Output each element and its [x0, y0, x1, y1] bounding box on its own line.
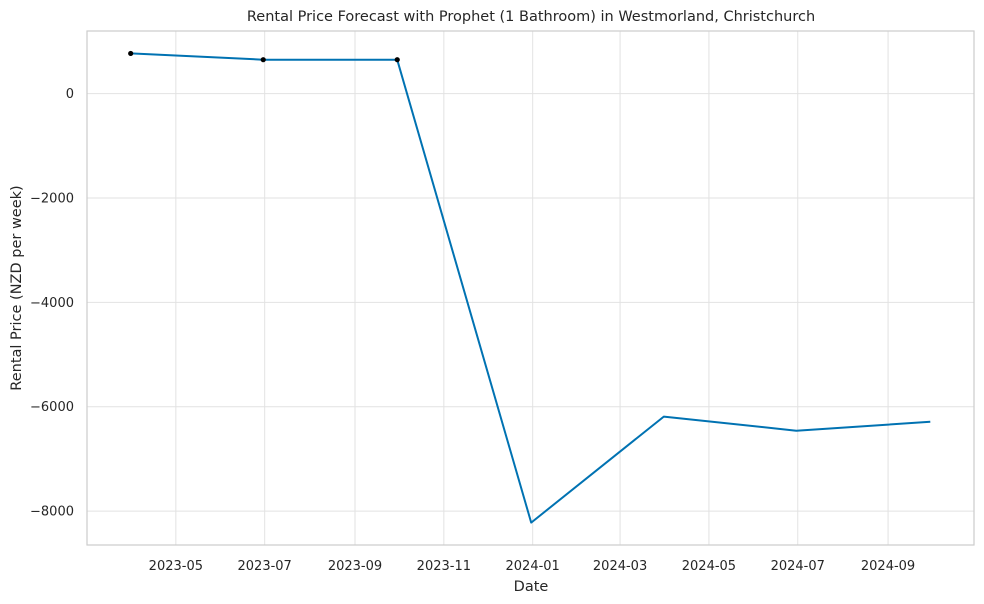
x-tick-label: 2023-07: [238, 559, 292, 574]
y-tick-label: −4000: [30, 296, 74, 311]
y-tick-label: −6000: [30, 400, 74, 415]
chart-title: Rental Price Forecast with Prophet (1 Ba…: [247, 9, 815, 25]
plot-frame: [86, 30, 975, 546]
y-tick-label: −2000: [30, 191, 74, 206]
grid-lines: [87, 31, 974, 545]
observed-point: [260, 57, 266, 63]
observed-point: [394, 57, 400, 63]
x-tick-label: 2023-05: [149, 559, 203, 574]
x-tick-label: 2024-01: [506, 559, 560, 574]
x-tick-label: 2024-05: [682, 559, 736, 574]
data-layer: [128, 50, 931, 524]
x-tick-label: 2024-09: [861, 559, 915, 574]
observed-point: [128, 50, 134, 57]
forecast-line: [130, 52, 931, 524]
y-axis-label: Rental Price (NZD per week): [9, 185, 25, 390]
x-axis-ticks: 2023-05 2023-07 2023-09 2023-11 2024-01 2024-…: [149, 559, 916, 574]
x-tick-label: 2023-11: [417, 559, 471, 574]
y-axis-ticks: 0 −2000 −4000 −6000 −8000: [30, 87, 74, 519]
y-tick-label: −8000: [30, 505, 74, 520]
x-axis-label: Date: [514, 579, 549, 595]
x-tick-label: 2023-09: [328, 559, 382, 574]
x-tick-label: 2024-07: [771, 559, 825, 574]
x-tick-label: 2024-03: [593, 559, 647, 574]
y-tick-label: 0: [66, 87, 74, 102]
